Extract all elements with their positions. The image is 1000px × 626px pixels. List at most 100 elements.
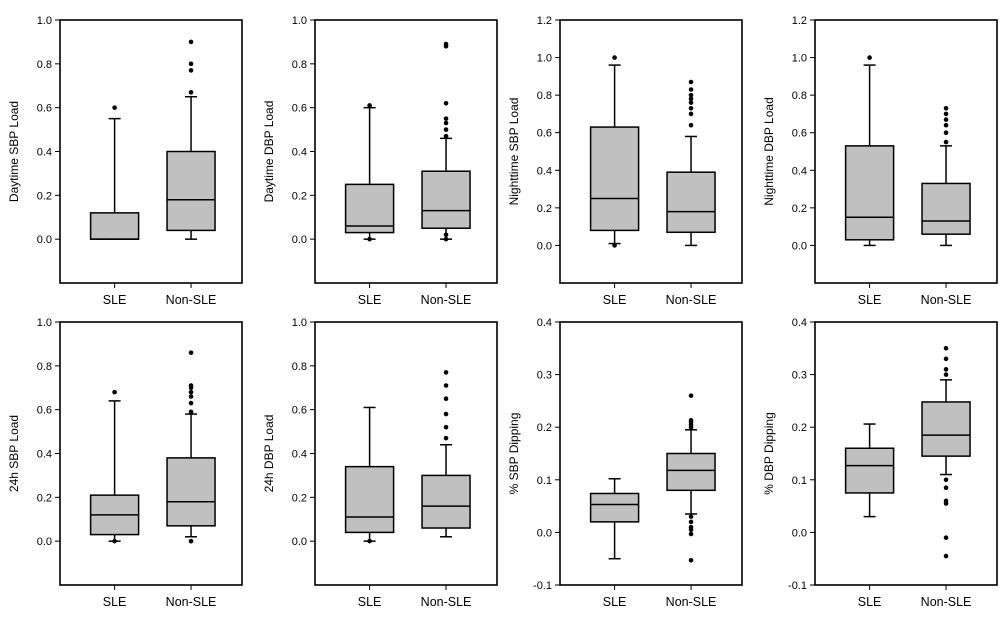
y-tick-label: 0.6 xyxy=(292,405,307,417)
outlier-point xyxy=(943,117,949,122)
y-axis-label: 24h SBP Load xyxy=(7,415,21,492)
outlier-point xyxy=(867,55,872,60)
iqr-box xyxy=(921,401,971,457)
x-category-label: Non-SLE xyxy=(166,595,217,609)
outlier-point xyxy=(443,127,449,132)
outlier-point xyxy=(443,120,449,126)
outlier-point xyxy=(943,485,949,490)
outlier-point xyxy=(688,524,694,530)
x-category-label: SLE xyxy=(603,595,627,609)
x-category-label: Non-SLE xyxy=(421,595,472,609)
y-tick-label: 0.4 xyxy=(792,317,807,329)
outlier-point xyxy=(443,41,449,47)
outlier-point xyxy=(443,116,449,121)
y-tick-label: 0.1 xyxy=(537,475,552,487)
x-category-label: SLE xyxy=(358,595,382,609)
x-category-label: SLE xyxy=(858,293,882,307)
y-tick-label: 0.2 xyxy=(37,190,52,202)
x-category-label: SLE xyxy=(858,595,882,609)
x-category-label: Non-SLE xyxy=(921,293,972,307)
outlier-point xyxy=(688,87,694,92)
chart-panel-1: 0.0 0.2 0.4 0.6 0.8 1.0 Daytime SBP Load SLE Non… xyxy=(7,15,243,307)
outlier-point xyxy=(943,346,949,351)
x-category-label: Non-SLE xyxy=(166,293,217,307)
iqr-box xyxy=(589,126,640,232)
outlier-point xyxy=(688,92,694,98)
chart-panel-4: 0.0 0.2 0.4 0.6 0.8 1.0 1.2 Nighttime DBP Load S… xyxy=(762,15,998,307)
x-category-label: SLE xyxy=(358,293,382,307)
chart-panel-7: -0.1 0.0 0.1 0.2 0.3 0.4 % SBP Dipping SLE Non-S… xyxy=(507,317,743,609)
outlier-point xyxy=(943,130,949,136)
y-tick-label: 1.0 xyxy=(37,317,52,329)
outlier-point xyxy=(688,393,694,398)
y-tick-label: 0.8 xyxy=(37,59,52,71)
outlier-point xyxy=(943,111,949,117)
outlier-point xyxy=(688,105,694,111)
box-non-sle xyxy=(166,39,216,240)
y-tick-label: 0.2 xyxy=(37,492,52,504)
outlier-point xyxy=(943,367,949,372)
x-category-label: Non-SLE xyxy=(921,595,972,609)
y-tick-label: 0.0 xyxy=(37,234,52,246)
y-tick-label: 0.2 xyxy=(792,422,807,434)
outlier-point xyxy=(943,122,949,128)
box-sle xyxy=(89,389,140,544)
y-tick-label: 0.6 xyxy=(292,103,307,115)
box-sle xyxy=(844,423,895,518)
outlier-point xyxy=(443,435,449,441)
y-tick-label: 0.2 xyxy=(292,492,307,504)
y-tick-label: 0.6 xyxy=(37,103,52,115)
outlier-point xyxy=(443,383,449,388)
outlier-point xyxy=(688,531,694,537)
y-axis-label: Nighttime DBP Load xyxy=(762,97,776,206)
y-tick-label: 0.8 xyxy=(37,361,52,373)
box-non-sle xyxy=(166,350,216,544)
y-tick-label: 0.0 xyxy=(292,536,307,548)
outlier-point xyxy=(943,356,949,362)
iqr-box xyxy=(666,171,716,234)
outlier-point xyxy=(443,411,449,417)
outlier-point xyxy=(943,498,949,504)
y-tick-label: 0.0 xyxy=(292,234,307,246)
chart-panel-5: 0.0 0.2 0.4 0.6 0.8 1.0 24h SBP Load SLE Non-SLE xyxy=(7,317,243,609)
outlier-point xyxy=(112,389,117,395)
outlier-point xyxy=(943,553,949,559)
y-tick-label: 0.6 xyxy=(792,128,807,140)
y-tick-label: 0.8 xyxy=(792,90,807,102)
y-tick-label: 1.0 xyxy=(292,317,307,329)
box-non-sle xyxy=(421,41,471,242)
outlier-point xyxy=(943,535,949,540)
iqr-box xyxy=(844,145,895,241)
chart-panel-6: 0.0 0.2 0.4 0.6 0.8 1.0 24h DBP Load SLE Non-SLE xyxy=(262,317,498,609)
outlier-point xyxy=(188,90,194,95)
outlier-point xyxy=(688,96,694,102)
outlier-point xyxy=(188,350,194,355)
y-tick-label: 0.2 xyxy=(792,203,807,215)
iqr-box xyxy=(589,492,640,523)
y-tick-label: 0.1 xyxy=(792,475,807,487)
box-non-sle xyxy=(421,370,471,538)
y-tick-label: 0.3 xyxy=(537,370,552,382)
y-tick-label: 1.0 xyxy=(792,53,807,65)
iqr-box xyxy=(421,474,471,529)
outlier-point xyxy=(688,100,694,105)
outlier-point xyxy=(188,409,194,415)
outlier-point xyxy=(188,389,194,395)
outlier-point xyxy=(443,232,449,238)
outlier-point xyxy=(188,383,194,388)
y-tick-label: 0.0 xyxy=(792,240,807,252)
y-tick-label: 0.2 xyxy=(292,190,307,202)
outlier-point xyxy=(443,370,449,375)
y-tick-label: 1.2 xyxy=(792,15,807,27)
y-tick-label: 0.2 xyxy=(537,422,552,434)
plot-frame xyxy=(814,321,998,586)
outlier-point xyxy=(443,424,449,430)
x-category-label: Non-SLE xyxy=(421,293,472,307)
box-non-sle xyxy=(666,79,716,247)
y-tick-label: 0.0 xyxy=(37,536,52,548)
box-sle xyxy=(89,105,140,240)
outlier-point xyxy=(112,105,117,110)
iqr-box xyxy=(844,447,895,494)
outlier-point xyxy=(612,55,617,60)
outlier-point xyxy=(443,133,449,139)
